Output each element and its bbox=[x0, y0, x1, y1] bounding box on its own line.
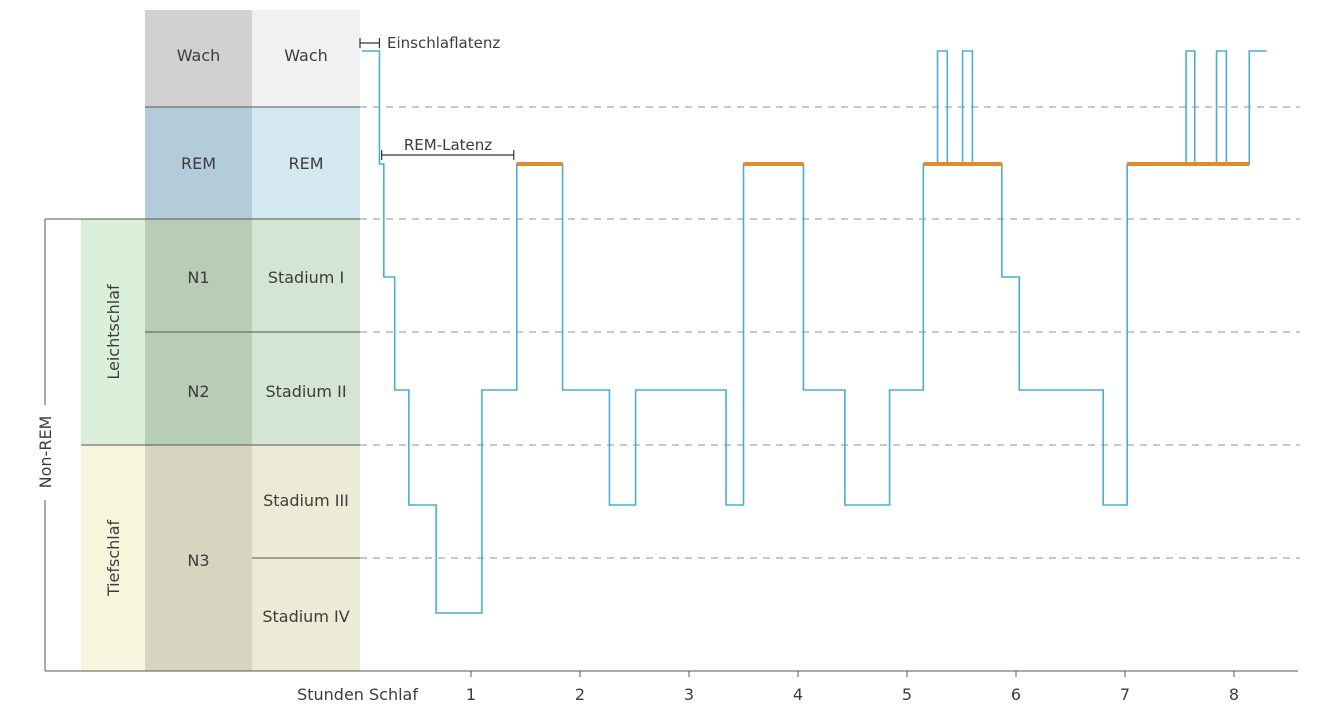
x-tick-label-4: 4 bbox=[793, 685, 803, 704]
x-axis-ticks: 1 2 3 4 5 6 7 8 bbox=[466, 671, 1239, 704]
leichtschlaf-panel bbox=[81, 219, 145, 445]
x-tick-label-5: 5 bbox=[902, 685, 912, 704]
rem-dark-cell bbox=[145, 107, 252, 219]
x-tick-label-8: 8 bbox=[1229, 685, 1239, 704]
x-tick-label-2: 2 bbox=[575, 685, 585, 704]
stage-label-2: Stadium II bbox=[265, 382, 346, 401]
rem-light-cell bbox=[252, 107, 360, 219]
stage-gridlines bbox=[360, 106, 1300, 559]
group-label-leichtschlaf: Leichtschlaf bbox=[104, 284, 123, 380]
aasm-label-rem: REM bbox=[181, 154, 216, 173]
stage-label-wach: Wach bbox=[284, 46, 328, 65]
x-tick-label-1: 1 bbox=[466, 685, 476, 704]
stage-label-3: Stadium III bbox=[263, 491, 349, 510]
x-tick-label-6: 6 bbox=[1011, 685, 1021, 704]
stage-label-1: Stadium I bbox=[268, 268, 344, 287]
latency-markers bbox=[359, 38, 515, 160]
wach-dark-cell bbox=[145, 10, 252, 107]
x-tick-label-3: 3 bbox=[684, 685, 694, 704]
n3-dark-cell bbox=[145, 445, 252, 671]
aasm-label-n3: N3 bbox=[187, 551, 209, 570]
group-label-nonrem: Non-REM bbox=[36, 416, 55, 489]
stage-label-4: Stadium IV bbox=[262, 607, 349, 626]
annotation-einschlaflatenz: Einschlaflatenz bbox=[387, 34, 500, 52]
aasm-label-wach: Wach bbox=[177, 46, 221, 65]
stage-label-rem: REM bbox=[288, 154, 323, 173]
wach-light-cell bbox=[252, 10, 360, 107]
x-axis-title: Stunden Schlaf bbox=[297, 685, 418, 704]
aasm-label-n1: N1 bbox=[187, 268, 209, 287]
hypnogram-series-line bbox=[362, 50, 1267, 614]
tiefschlaf-panel bbox=[81, 445, 145, 671]
group-label-tiefschlaf: Tiefschlaf bbox=[104, 519, 123, 597]
x-tick-label-7: 7 bbox=[1120, 685, 1130, 704]
annotation-rem-latenz: REM-Latenz bbox=[404, 136, 492, 154]
aasm-label-n2: N2 bbox=[187, 382, 209, 401]
